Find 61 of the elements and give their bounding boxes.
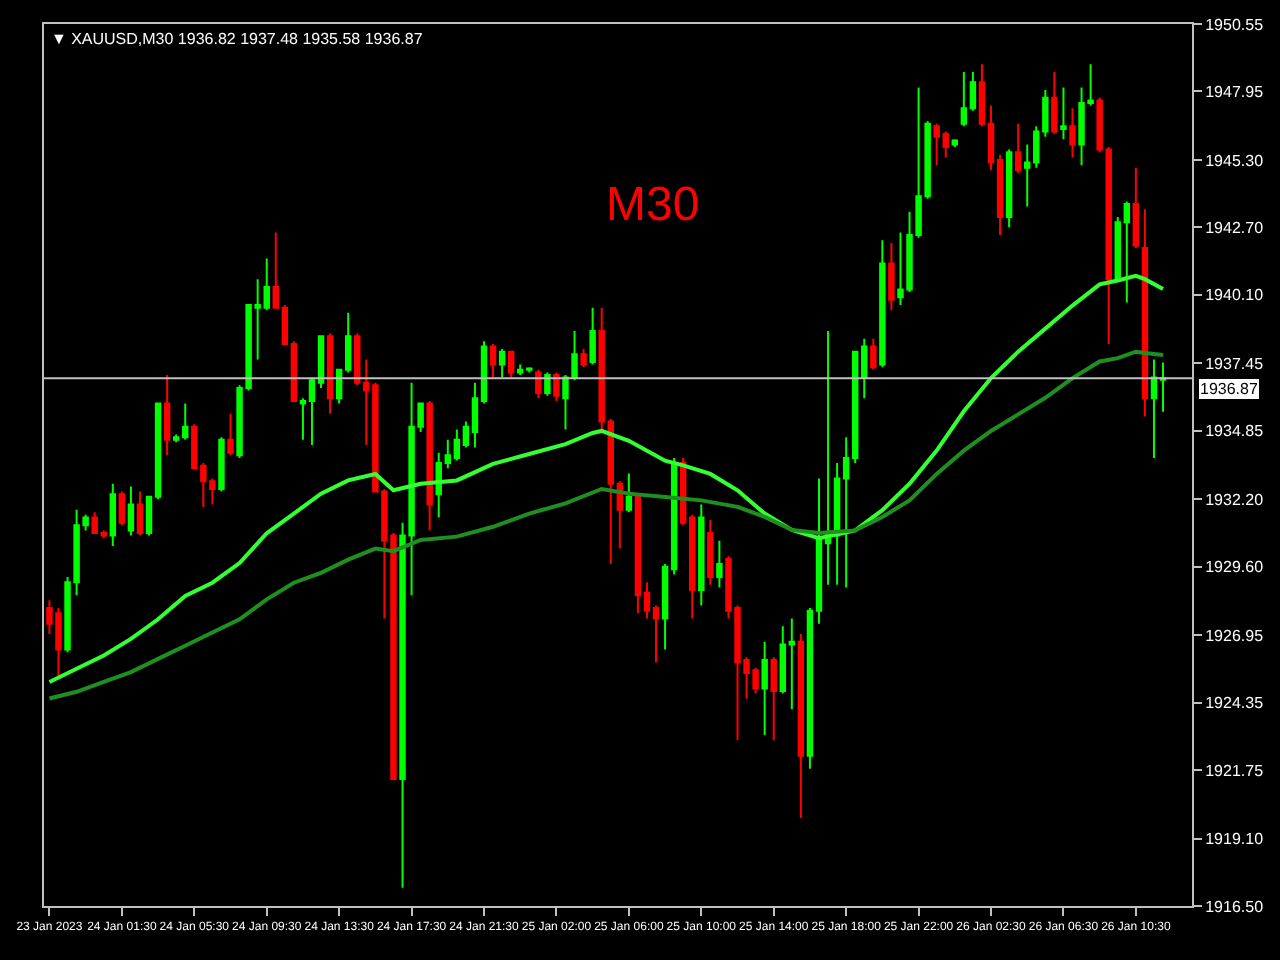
- y-tick-label: 1924.35: [1205, 694, 1265, 713]
- candlestick: [535, 368, 542, 400]
- y-tick-label: 1945.30: [1205, 151, 1265, 170]
- candlestick: [1051, 70, 1058, 136]
- candlestick: [553, 371, 560, 402]
- candlestick: [453, 428, 461, 462]
- candlestick: [716, 539, 723, 589]
- y-tick-label: 1919.10: [1205, 830, 1265, 849]
- y-tick-label: 1940.10: [1205, 286, 1265, 305]
- candlestick: [1123, 200, 1131, 304]
- candlestick: [589, 306, 596, 366]
- candlestick: [227, 412, 234, 457]
- y-tick-label: 1916.50: [1205, 897, 1265, 916]
- y-tick-label: 1942.70: [1205, 218, 1265, 237]
- y-tick-label: 1929.60: [1205, 558, 1265, 577]
- candlestick: [1069, 107, 1076, 159]
- candlestick: [1005, 148, 1013, 229]
- candlestick: [571, 329, 578, 382]
- candlestick: [426, 399, 433, 532]
- y-tick-label: 1934.85: [1205, 422, 1265, 441]
- candlestick: [127, 485, 135, 537]
- candlestick: [1014, 122, 1022, 174]
- candlestick: [580, 348, 587, 369]
- candlestick: [1141, 208, 1149, 418]
- candlestick: [326, 332, 334, 415]
- candlestick: [879, 239, 886, 369]
- line-series: [47, 349, 1166, 701]
- y-tick-label: 1926.95: [1205, 626, 1265, 645]
- candlestick: [562, 373, 569, 431]
- candlestick: [698, 503, 705, 607]
- candlestick: [770, 656, 777, 742]
- y-tick-label: 1950.55: [1205, 15, 1265, 34]
- annotation: M30: [606, 178, 700, 232]
- candlestick: [1150, 358, 1158, 459]
- candlestick: [1060, 86, 1067, 141]
- candlestick: [218, 436, 225, 493]
- candlestick: [544, 371, 551, 397]
- y-tick-label: 1921.75: [1205, 761, 1265, 780]
- candlestick: [136, 490, 144, 537]
- candlestick: [118, 490, 126, 527]
- candlestick: [707, 519, 714, 586]
- candlestick: [1132, 166, 1140, 250]
- candlestick: [163, 373, 171, 457]
- chart-title: ▼ XAUUSD,M30 1936.82 1937.48 1935.58 1936.87: [50, 29, 424, 48]
- y-tick-label: 1937.45: [1205, 354, 1265, 373]
- y-tick-label: 1932.20: [1205, 490, 1265, 509]
- candlestick: [109, 482, 117, 547]
- candlestick: [788, 617, 796, 711]
- line-series: [47, 273, 1166, 684]
- candlestick: [507, 350, 515, 379]
- candlestick: [625, 472, 633, 514]
- candlestick: [498, 348, 506, 379]
- y-tick-label: 1947.95: [1205, 82, 1265, 101]
- candlestick: [888, 241, 895, 312]
- candlestick: [960, 70, 968, 128]
- candlestick: [761, 640, 768, 737]
- candlestick: [634, 493, 642, 615]
- ref-line-label: 1936.87: [1200, 380, 1259, 398]
- candlestick: [489, 342, 497, 379]
- candlestick: [797, 633, 805, 819]
- candlestick: [870, 337, 877, 371]
